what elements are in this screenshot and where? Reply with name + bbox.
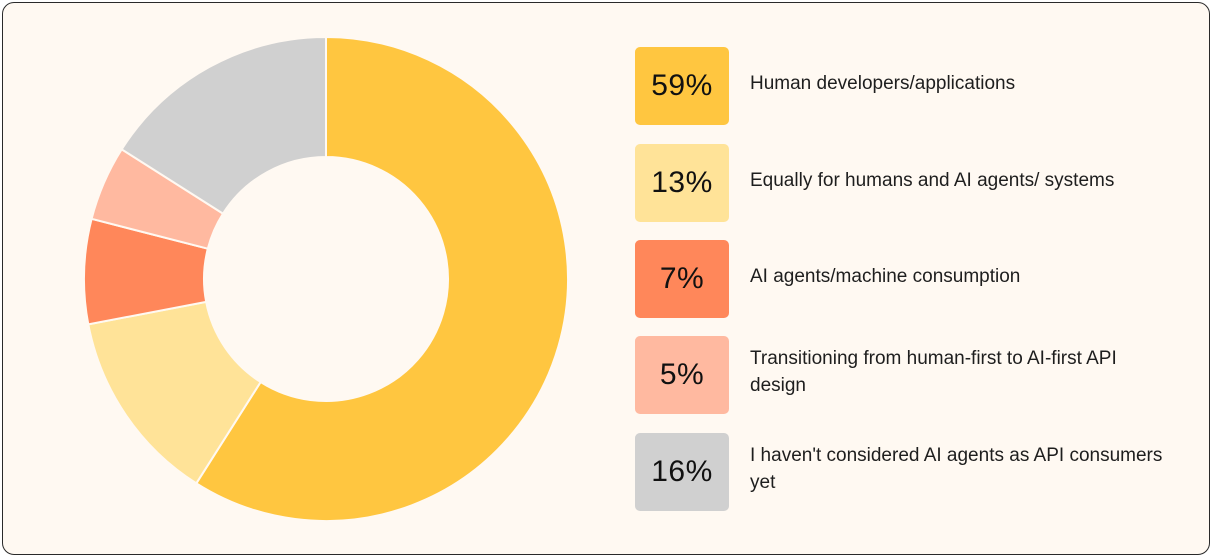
legend-swatch-value: 5% [635, 336, 729, 414]
legend-item-equally: 13% Equally for humans and AI agents/ sy… [635, 144, 1195, 222]
donut-chart [83, 35, 569, 522]
donut-slice-equally [87, 300, 263, 485]
legend-label: Equally for humans and AI agents/ system… [750, 169, 1115, 191]
legend-item-transitioning: 5% Transitioning from human-first to AI-… [635, 336, 1195, 414]
legend-item-ai-agents: 7% AI agents/machine consumption [635, 240, 1195, 318]
legend-label: I haven't considered AI agents as API co… [750, 445, 1163, 493]
legend-swatch-value: 59% [635, 47, 729, 125]
legend-swatch-value: 13% [635, 144, 729, 222]
legend-label: Transitioning from human-first to AI-fir… [750, 348, 1117, 396]
legend-swatch-value: 7% [635, 240, 729, 318]
donut-slice-not-considered [120, 35, 327, 216]
legend-swatch-value: 16% [635, 433, 729, 511]
legend-label: AI agents/machine consumption [750, 265, 1021, 287]
legend-item-human-developers: 59% Human developers/applications [635, 47, 1195, 125]
legend-item-not-considered: 16% I haven't considered AI agents as AP… [635, 433, 1195, 511]
legend-label: Human developers/applications [750, 72, 1016, 94]
donut-slice-human-developers [194, 35, 569, 522]
